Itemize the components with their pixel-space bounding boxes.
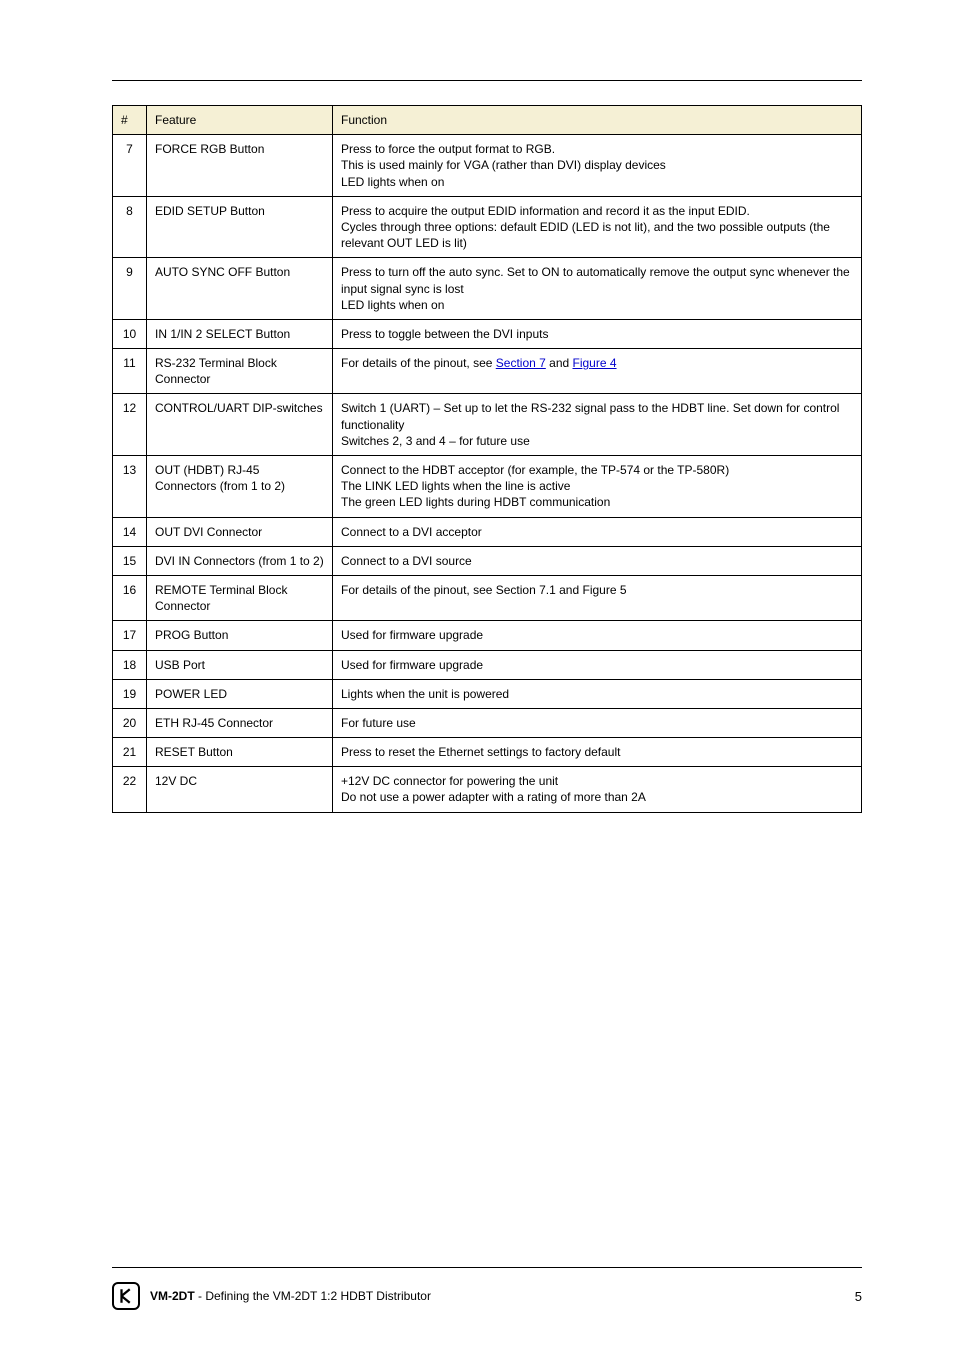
cell-function-text: For details of the pinout, see [341, 356, 496, 370]
section-link[interactable]: Section 7 [496, 356, 546, 370]
cell-feature: ETH RJ-45 Connector [147, 708, 333, 737]
cell-feature: 12V DC [147, 767, 333, 812]
table-row: 14OUT DVI ConnectorConnect to a DVI acce… [113, 517, 862, 546]
top-rule [112, 80, 862, 81]
cell-num: 14 [113, 517, 147, 546]
cell-num: 16 [113, 575, 147, 620]
cell-feature: AUTO SYNC OFF Button [147, 258, 333, 320]
cell-function: Press to acquire the output EDID informa… [333, 196, 862, 258]
table-row: 21RESET ButtonPress to reset the Etherne… [113, 738, 862, 767]
cell-function: Press to reset the Ethernet settings to … [333, 738, 862, 767]
cell-num: 17 [113, 621, 147, 650]
table-row: 15DVI IN Connectors (from 1 to 2)Connect… [113, 546, 862, 575]
table-row: 7FORCE RGB ButtonPress to force the outp… [113, 135, 862, 197]
table-row: 8EDID SETUP ButtonPress to acquire the o… [113, 196, 862, 258]
footer-title-rest: - Defining the VM-2DT 1:2 HDBT Distribut… [198, 1289, 431, 1303]
cell-function: Lights when the unit is powered [333, 679, 862, 708]
table-row: 13OUT (HDBT) RJ-45 Connectors (from 1 to… [113, 456, 862, 518]
th-feature: Feature [147, 106, 333, 135]
cell-num: 13 [113, 456, 147, 518]
cell-function: Switch 1 (UART) – Set up to let the RS-2… [333, 394, 862, 456]
cell-function: Press to turn off the auto sync. Set to … [333, 258, 862, 320]
cell-feature: EDID SETUP Button [147, 196, 333, 258]
cell-function: For details of the pinout, see Section 7… [333, 349, 862, 394]
kramer-logo-icon [112, 1282, 140, 1310]
cell-function: +12V DC connector for powering the unit … [333, 767, 862, 812]
cell-feature: OUT (HDBT) RJ-45 Connectors (from 1 to 2… [147, 456, 333, 518]
cell-function: Press to toggle between the DVI inputs [333, 319, 862, 348]
table-row: 9AUTO SYNC OFF ButtonPress to turn off t… [113, 258, 862, 320]
cell-function: Connect to the HDBT acceptor (for exampl… [333, 456, 862, 518]
cell-num: 9 [113, 258, 147, 320]
table-row: 10IN 1/IN 2 SELECT ButtonPress to toggle… [113, 319, 862, 348]
cell-num: 11 [113, 349, 147, 394]
page-footer: VM-2DT - Defining the VM-2DT 1:2 HDBT Di… [0, 1267, 954, 1310]
table-row: 19POWER LEDLights when the unit is power… [113, 679, 862, 708]
cell-feature: OUT DVI Connector [147, 517, 333, 546]
table-row: 18USB PortUsed for firmware upgrade [113, 650, 862, 679]
cell-num: 7 [113, 135, 147, 197]
footer-title-strong: VM-2DT [150, 1289, 198, 1303]
cell-feature: FORCE RGB Button [147, 135, 333, 197]
cell-feature: CONTROL/UART DIP-switches [147, 394, 333, 456]
features-table: # Feature Function 7FORCE RGB ButtonPres… [112, 105, 862, 813]
cell-feature: RS-232 Terminal Block Connector [147, 349, 333, 394]
th-function: Function [333, 106, 862, 135]
cell-function: For future use [333, 708, 862, 737]
cell-feature: POWER LED [147, 679, 333, 708]
cell-function-mid: and [546, 356, 573, 370]
cell-num: 21 [113, 738, 147, 767]
cell-feature: RESET Button [147, 738, 333, 767]
cell-num: 18 [113, 650, 147, 679]
cell-function: Connect to a DVI source [333, 546, 862, 575]
cell-num: 20 [113, 708, 147, 737]
th-num: # [113, 106, 147, 135]
table-row: 2212V DC+12V DC connector for powering t… [113, 767, 862, 812]
cell-num: 12 [113, 394, 147, 456]
table-row: 20ETH RJ-45 ConnectorFor future use [113, 708, 862, 737]
table-row: 11RS-232 Terminal Block ConnectorFor det… [113, 349, 862, 394]
cell-num: 19 [113, 679, 147, 708]
cell-feature: PROG Button [147, 621, 333, 650]
cell-num: 10 [113, 319, 147, 348]
table-row: 16REMOTE Terminal Block ConnectorFor det… [113, 575, 862, 620]
cell-feature: IN 1/IN 2 SELECT Button [147, 319, 333, 348]
cell-function: Used for firmware upgrade [333, 650, 862, 679]
cell-feature: DVI IN Connectors (from 1 to 2) [147, 546, 333, 575]
table-row: 17PROG ButtonUsed for firmware upgrade [113, 621, 862, 650]
table-row: 12CONTROL/UART DIP-switchesSwitch 1 (UAR… [113, 394, 862, 456]
cell-function: Press to force the output format to RGB.… [333, 135, 862, 197]
cell-function: Connect to a DVI acceptor [333, 517, 862, 546]
cell-feature: REMOTE Terminal Block Connector [147, 575, 333, 620]
cell-num: 22 [113, 767, 147, 812]
cell-num: 15 [113, 546, 147, 575]
footer-rule [112, 1267, 862, 1268]
table-body: 7FORCE RGB ButtonPress to force the outp… [113, 135, 862, 812]
cell-function: For details of the pinout, see Section 7… [333, 575, 862, 620]
cell-num: 8 [113, 196, 147, 258]
page-number: 5 [855, 1289, 862, 1304]
figure-link[interactable]: Figure 4 [573, 356, 617, 370]
cell-function: Used for firmware upgrade [333, 621, 862, 650]
cell-feature: USB Port [147, 650, 333, 679]
